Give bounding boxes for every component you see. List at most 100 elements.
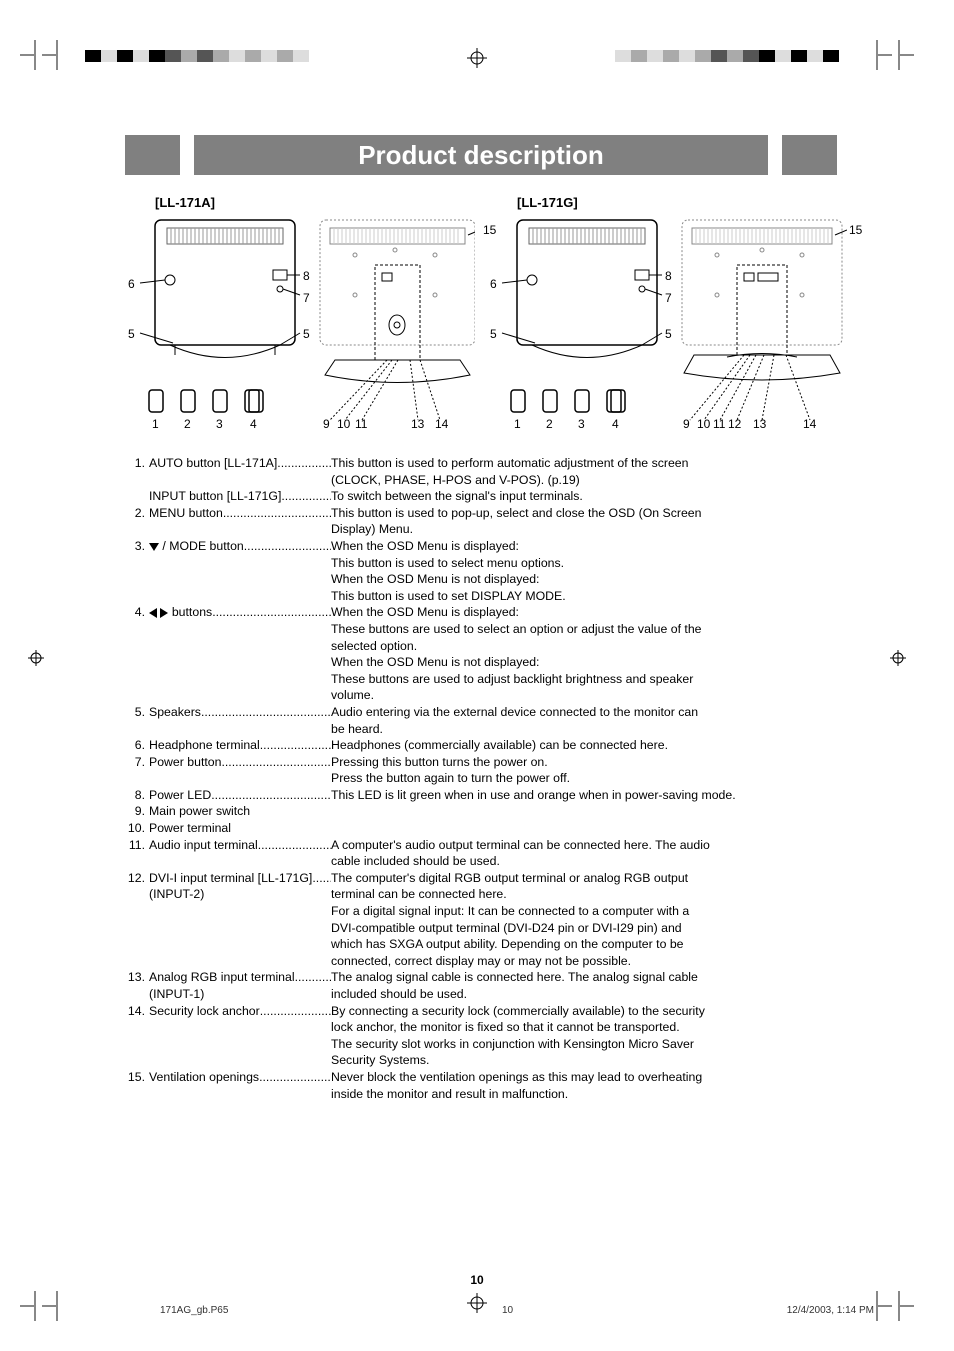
list-item: 2.MENU button ..........................… (125, 505, 837, 522)
leader-dots: ........................................… (260, 737, 331, 754)
item-description-cont: This button is used to set DISPLAY MODE. (125, 588, 837, 605)
callout-num: 8 (303, 269, 310, 283)
item-number: 5. (125, 704, 149, 721)
callout-num: 10 (337, 417, 350, 431)
center-register-top (467, 48, 487, 68)
callout-num: 5 (128, 327, 135, 341)
callout-num: 7 (665, 291, 672, 305)
callout-num: 5 (665, 327, 672, 341)
list-item: 10.Power terminal (125, 820, 837, 837)
callout-num: 2 (184, 417, 191, 431)
item-description-cont: selected option. (125, 638, 837, 655)
item-description-cont: When the OSD Menu is not displayed: (125, 654, 837, 671)
item-description: To switch between the signal's input ter… (331, 488, 583, 505)
leader-dots: ........................................… (277, 455, 331, 472)
item-description-cont: For a digital signal input: It can be co… (125, 903, 837, 920)
item-label: AUTO button [LL-171A] (149, 455, 277, 472)
item-description-cont: Press the button again to turn the power… (125, 770, 837, 787)
callout-num: 14 (435, 417, 448, 431)
item-label: Main power switch (149, 803, 250, 820)
item-description-cont: be heard. (125, 721, 837, 738)
item-label: Speakers (149, 704, 201, 721)
item-description-cont: Security Systems. (125, 1052, 837, 1069)
item-description: When the OSD Menu is displayed: (331, 604, 519, 621)
callout-num: 7 (303, 291, 310, 305)
callout-num: 5 (490, 327, 497, 341)
triangle-right-icon (160, 608, 168, 618)
item-description-cont: Display) Menu. (125, 521, 837, 538)
item-description-cont: This button is used to select menu optio… (125, 555, 837, 572)
item-description: Audio entering via the external device c… (331, 704, 698, 721)
item-label: buttons (149, 604, 212, 621)
item-label: Power LED (149, 787, 211, 804)
footer-page: 10 (502, 1305, 513, 1316)
item-label: DVI-I input terminal [LL-171G] (149, 870, 312, 887)
item-number: 14. (125, 1003, 149, 1020)
item-description: Pressing this button turns the power on. (331, 754, 548, 771)
item-description: The analog signal cable is connected her… (331, 969, 698, 986)
item-description-cont: inside the monitor and result in malfunc… (125, 1086, 837, 1103)
callout-num: 6 (128, 277, 135, 291)
callout-num: 1 (152, 417, 159, 431)
footer: 171AG_gb.P65 10 12/4/2003, 1:14 PM (160, 1305, 874, 1316)
item-description: Never block the ventilation openings as … (331, 1069, 702, 1086)
footer-file: 171AG_gb.P65 (160, 1305, 228, 1316)
callout-num: 6 (490, 277, 497, 291)
callout-num: 2 (546, 417, 553, 431)
diagram-svg-a (125, 195, 475, 435)
side-register-left (28, 650, 44, 666)
item-number: 2. (125, 505, 149, 522)
item-number: 6. (125, 737, 149, 754)
item-number: 9. (125, 803, 149, 820)
side-register-right (890, 650, 906, 666)
item-label: Audio input terminal (149, 837, 258, 854)
callout-num: 15 (849, 223, 862, 237)
footer-date: 12/4/2003, 1:14 PM (787, 1305, 874, 1316)
diagram-ll-171g: [LL-171G] (487, 195, 837, 435)
description-list: 1.AUTO button [LL-171A] ................… (125, 455, 837, 1102)
callout-num: 9 (323, 417, 330, 431)
item-description-cont: connected, correct display may or may no… (125, 953, 837, 970)
crop-mark (884, 40, 914, 70)
callout-num: 3 (216, 417, 223, 431)
callout-num: 1 (514, 417, 521, 431)
triangle-down-icon (149, 543, 159, 551)
leader-dots: ........................................… (312, 870, 331, 887)
item-description-cont: cable included should be used. (125, 853, 837, 870)
callout-num: 11 (355, 417, 367, 431)
callout-num: 13 (411, 417, 424, 431)
crop-mark (42, 40, 72, 70)
list-item: 11.Audio input terminal ................… (125, 837, 837, 854)
list-item: 4. buttons .............................… (125, 604, 837, 621)
leader-dots: ........................................… (221, 754, 331, 771)
item-description: The computer's digital RGB output termin… (331, 870, 688, 887)
leader-dots: ........................................… (295, 969, 331, 986)
item-number: 12. (125, 870, 149, 887)
item-description-cont: terminal can be connected here. (331, 886, 507, 903)
leader-dots: ........................................… (223, 505, 331, 522)
item-description-cont: The security slot works in conjunction w… (125, 1036, 837, 1053)
callout-num: 5 (303, 327, 310, 341)
reg-bar-top-left (85, 50, 309, 62)
item-number: 7. (125, 754, 149, 771)
item-number: 3. (125, 538, 149, 555)
item-label: Ventilation openings (149, 1069, 259, 1086)
item-number: 13. (125, 969, 149, 986)
item-number (125, 488, 149, 505)
diagram-svg-g (487, 195, 847, 435)
list-item: 7.Power button .........................… (125, 754, 837, 771)
title-banner: Product description (125, 135, 837, 175)
callout-num: 8 (665, 269, 672, 283)
page-title: Product description (194, 135, 768, 175)
list-item: 6.Headphone terminal ...................… (125, 737, 837, 754)
crop-mark (884, 1291, 914, 1321)
item-description: This button is used to pop-up, select an… (331, 505, 701, 522)
item-label: INPUT button [LL-171G] (149, 488, 281, 505)
item-description: By connecting a security lock (commercia… (331, 1003, 705, 1020)
item-number: 11. (125, 837, 149, 854)
item-description: A computer's audio output terminal can b… (331, 837, 710, 854)
item-description: Headphones (commercially available) can … (331, 737, 668, 754)
item-description-cont: These buttons are used to select an opti… (125, 621, 837, 638)
list-item: 8.Power LED ............................… (125, 787, 837, 804)
crop-mark (42, 1291, 72, 1321)
